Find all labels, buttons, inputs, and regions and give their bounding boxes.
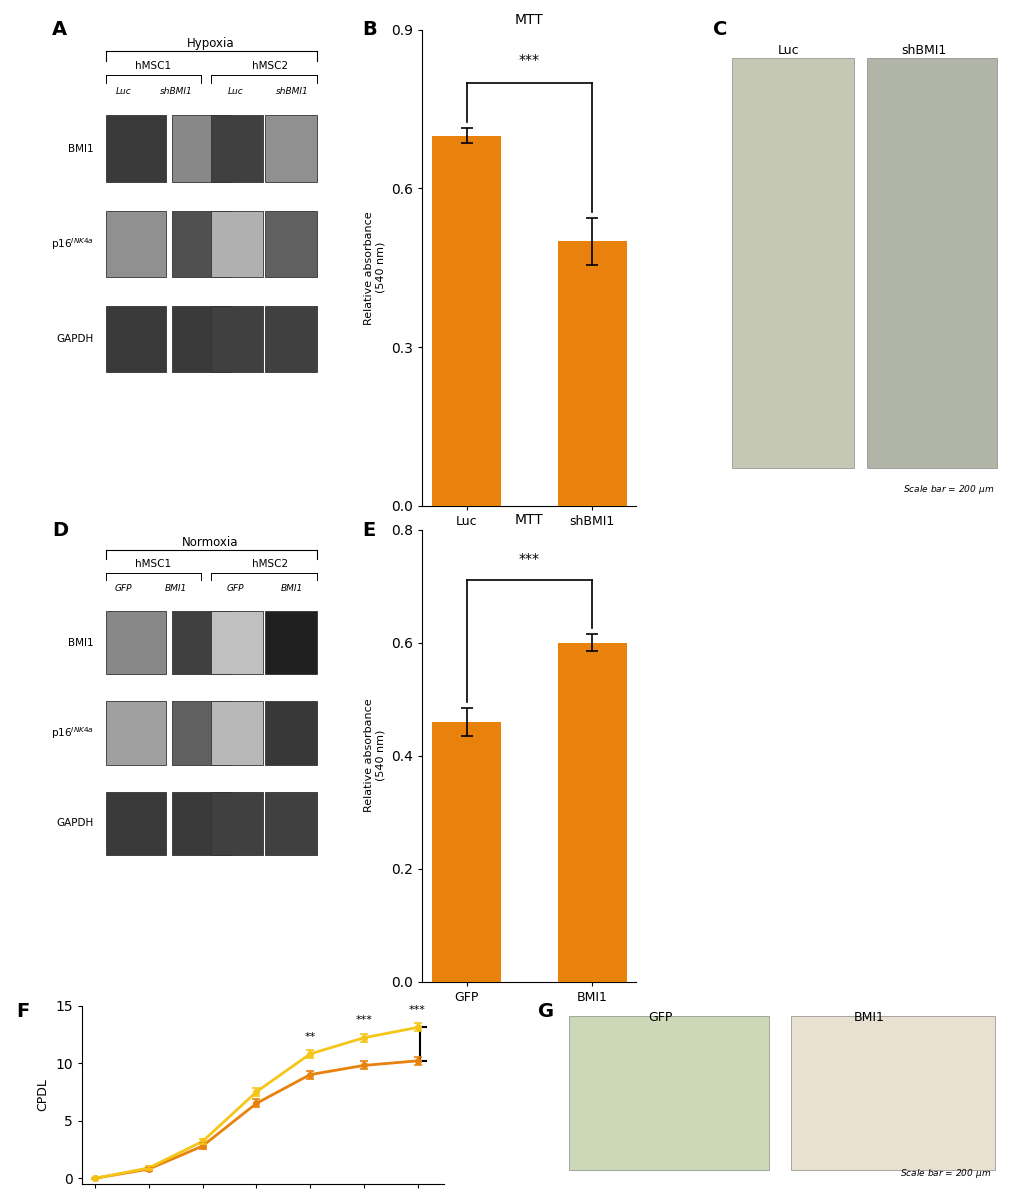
BMI1 — [143, 1160, 155, 1175]
Text: hMSC2: hMSC2 — [252, 559, 287, 569]
Bar — [866, 58, 996, 468]
Text: GAPDH: GAPDH — [57, 334, 94, 344]
Y-axis label: CPDL: CPDL — [37, 1078, 49, 1111]
Text: D: D — [52, 520, 68, 539]
Text: p16$^{INK4a}$: p16$^{INK4a}$ — [51, 725, 94, 741]
Text: shBMI1: shBMI1 — [901, 44, 946, 57]
Text: C: C — [712, 20, 727, 39]
GFP — [197, 1139, 209, 1153]
Y-axis label: Relative absorbance
(540 nm): Relative absorbance (540 nm) — [364, 699, 385, 813]
Text: Scale bar = 200 $\mu$m: Scale bar = 200 $\mu$m — [899, 1167, 989, 1180]
Text: ***: *** — [409, 1004, 426, 1015]
Y-axis label: Relative absorbance
(540 nm): Relative absorbance (540 nm) — [364, 211, 385, 325]
Title: MTT: MTT — [515, 513, 543, 527]
BMI1 — [197, 1134, 209, 1148]
BMI1 — [304, 1047, 316, 1061]
Text: hMSC2: hMSC2 — [252, 61, 287, 70]
Text: Hypoxia: Hypoxia — [186, 37, 234, 50]
Text: Luc: Luc — [116, 87, 131, 96]
Bar — [432, 136, 500, 506]
Text: ***: *** — [519, 52, 539, 67]
Text: Normoxia: Normoxia — [182, 537, 238, 550]
Text: BMI1: BMI1 — [853, 1012, 883, 1023]
Bar — [432, 721, 500, 982]
Bar — [557, 242, 626, 506]
Title: MTT: MTT — [515, 13, 543, 27]
Text: GAPDH: GAPDH — [57, 819, 94, 828]
Text: BMI1: BMI1 — [164, 584, 186, 593]
BMI1 — [250, 1085, 262, 1100]
Text: F: F — [16, 1002, 30, 1021]
Text: Scale bar = 200 $\mu$m: Scale bar = 200 $\mu$m — [902, 483, 994, 496]
BMI1 — [89, 1171, 101, 1185]
Text: GFP: GFP — [115, 584, 132, 593]
Bar — [568, 1016, 768, 1170]
Text: shBMI1: shBMI1 — [276, 87, 309, 96]
BMI1 — [358, 1031, 370, 1045]
Line: GFP: GFP — [92, 1058, 420, 1180]
Line: BMI1: BMI1 — [92, 1025, 420, 1180]
Text: GFP: GFP — [647, 1012, 672, 1023]
GFP — [143, 1161, 155, 1176]
Bar — [557, 643, 626, 982]
Bar — [790, 1016, 995, 1170]
Text: ***: *** — [519, 552, 539, 566]
Text: B: B — [362, 20, 377, 39]
Text: ***: *** — [355, 1015, 372, 1025]
Text: G: G — [538, 1002, 553, 1021]
Text: p16$^{INK4a}$: p16$^{INK4a}$ — [51, 236, 94, 252]
GFP — [358, 1058, 370, 1072]
Text: BMI1: BMI1 — [281, 584, 303, 593]
Text: BMI1: BMI1 — [68, 144, 94, 154]
Text: BMI1: BMI1 — [68, 638, 94, 647]
Text: Luc: Luc — [777, 44, 799, 57]
Text: Luc: Luc — [227, 87, 243, 96]
Bar — [732, 58, 853, 468]
Text: **: ** — [304, 1033, 315, 1042]
GFP — [89, 1171, 101, 1185]
GFP — [250, 1096, 262, 1110]
Text: A: A — [52, 20, 67, 39]
GFP — [411, 1053, 423, 1067]
BMI1 — [411, 1020, 423, 1034]
Text: shBMI1: shBMI1 — [159, 87, 192, 96]
Text: GFP: GFP — [226, 584, 244, 593]
Text: hMSC1: hMSC1 — [136, 559, 171, 569]
Text: hMSC1: hMSC1 — [136, 61, 171, 70]
Text: E: E — [362, 520, 375, 539]
GFP — [304, 1067, 316, 1082]
